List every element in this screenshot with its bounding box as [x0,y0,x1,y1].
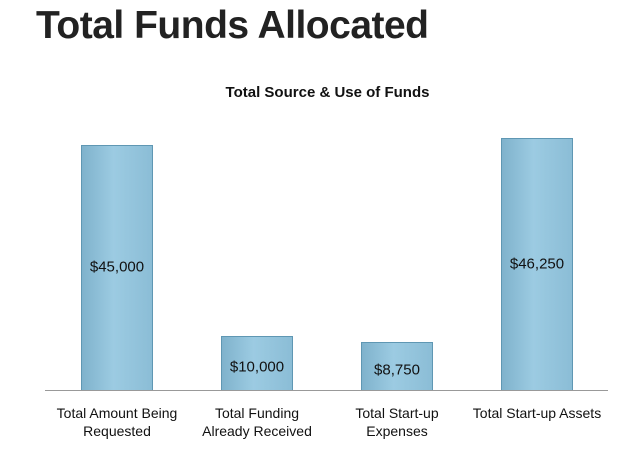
x-tick-label: Total Start-up Assets [472,405,602,421]
data-label: $46,250 [509,255,565,273]
data-label: $8,750 [374,361,420,379]
page-title: Total Funds Allocated [36,4,429,47]
chart-title: Total Source & Use of Funds [225,84,430,101]
bar [81,144,153,390]
x-tick-label: Total Funding Already Received [202,405,312,439]
bar [361,342,433,390]
x-tick-label: Total Start-up Expenses [355,405,439,439]
bar [501,138,573,390]
data-label: $10,000 [229,358,285,376]
data-label: $45,000 [89,258,145,276]
bar [221,335,293,390]
x-axis-line [45,390,608,391]
x-tick-label: Total Amount Being Requested [56,405,178,439]
